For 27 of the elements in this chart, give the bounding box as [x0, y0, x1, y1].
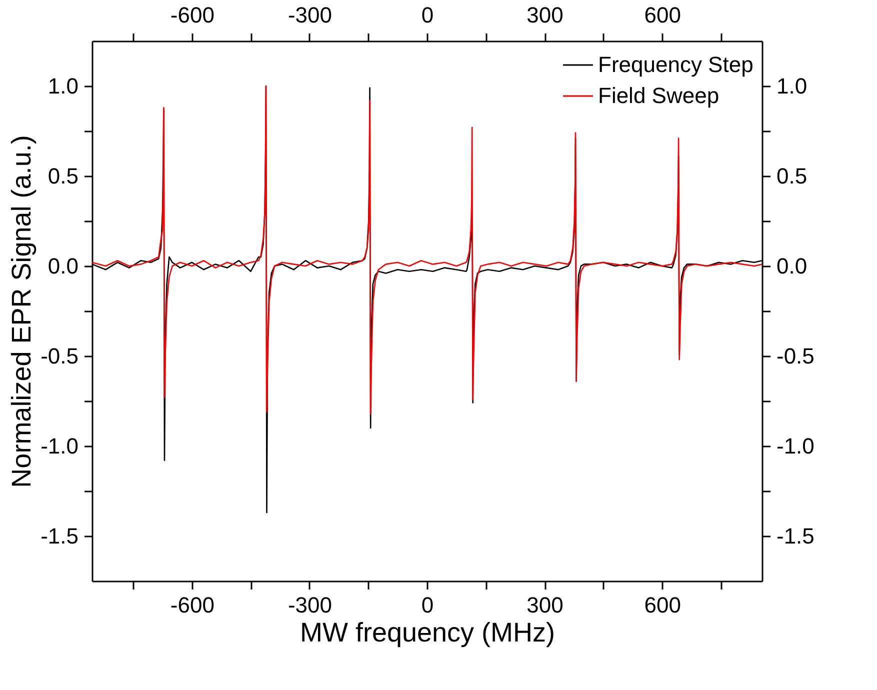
y2-tick-label: 1.0 — [776, 74, 808, 98]
x-axis-title: MW frequency (MHz) — [300, 618, 556, 648]
y-tick-label: 0.0 — [48, 254, 78, 278]
legend-label: Frequency Step — [598, 52, 754, 77]
y-tick-label: -1.5 — [40, 524, 78, 548]
line-series — [91, 85, 763, 414]
x2-tick-label: -300 — [288, 2, 332, 28]
y-tick-label: 0.5 — [48, 164, 78, 188]
y-axis-title: Normalized EPR Signal (a.u.) — [6, 135, 37, 488]
x2-tick-label: 0 — [421, 2, 434, 28]
x2-tick-label: -600 — [170, 2, 214, 28]
y2-tick-label: -1.0 — [776, 434, 814, 458]
x-tick-label: -300 — [288, 592, 332, 618]
y2-tick-label: -0.5 — [776, 344, 814, 368]
x-tick-label: 600 — [644, 592, 681, 618]
x2-tick-label: 300 — [526, 2, 564, 28]
legend-label: Field Sweep — [598, 83, 720, 108]
x-tick-label: -600 — [170, 592, 214, 618]
y-tick-label: -1.0 — [40, 434, 78, 458]
y2-tick-label: 0.0 — [776, 254, 808, 278]
y2-tick-label: 0.5 — [776, 164, 808, 188]
y-tick-label: 1.0 — [48, 74, 78, 98]
x-tick-label: 0 — [421, 592, 434, 618]
y2-tick-label: -1.5 — [776, 524, 814, 548]
y-tick-label: -0.5 — [40, 344, 78, 368]
x-tick-label: 300 — [526, 592, 564, 618]
x2-tick-label: 600 — [644, 2, 681, 28]
